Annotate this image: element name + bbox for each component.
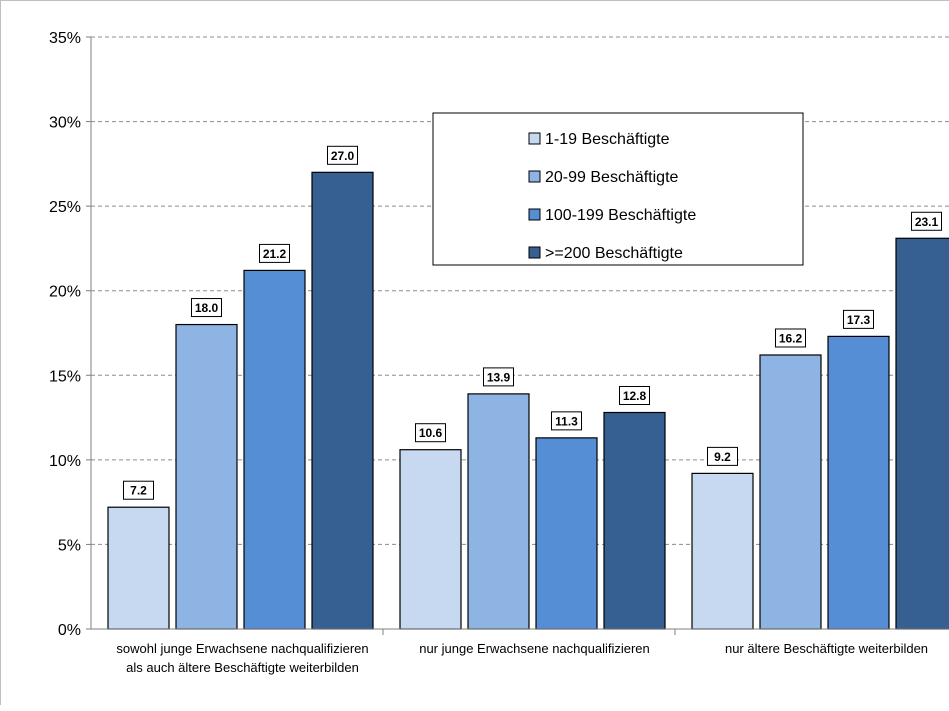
legend-swatch	[528, 170, 541, 183]
legend-box	[432, 112, 804, 266]
data-label-box	[415, 423, 446, 443]
legend-label: >=200 Beschäftigte	[545, 245, 683, 262]
bar	[603, 411, 666, 630]
y-tick-label: 5%	[58, 537, 81, 554]
bar	[467, 393, 530, 630]
data-label: 13.9	[487, 370, 511, 384]
y-tick-label: 20%	[49, 284, 81, 301]
y-tick-label: 25%	[49, 199, 81, 216]
data-label-box	[911, 211, 942, 231]
data-label-box	[483, 367, 514, 387]
legend-label: 100-199 Beschäftigte	[545, 207, 696, 224]
legend-label: 20-99 Beschäftigte	[545, 169, 679, 186]
data-label: 17.3	[847, 313, 871, 327]
bar	[691, 472, 754, 630]
data-label: 23.1	[915, 215, 939, 229]
bar	[827, 335, 890, 630]
data-label-box	[327, 145, 358, 165]
x-category-label: als auch ältere Beschäftigte weiterbilde…	[126, 660, 359, 675]
y-tick-label: 35%	[49, 30, 81, 47]
data-label-box	[123, 480, 154, 500]
data-label-box	[551, 411, 582, 431]
data-label-box	[259, 243, 290, 263]
bar	[311, 171, 374, 630]
legend-swatch	[528, 246, 541, 259]
x-category-label: sowohl junge Erwachsene nachqualifiziere…	[116, 641, 368, 656]
bar	[107, 506, 170, 630]
legend-label: 1-19 Beschäftigte	[545, 131, 670, 148]
data-label-box	[619, 385, 650, 405]
bar	[535, 437, 598, 630]
data-label-box	[775, 328, 806, 348]
axes: 0% 5% 10% 15% 20% 25% 30% 35% sowohl junge Erwac…	[49, 30, 949, 675]
data-label-box	[843, 309, 874, 329]
y-tick-label: 10%	[49, 453, 81, 470]
data-label: 9.2	[714, 450, 731, 464]
legend: 1-19 Beschäftigte 20-99 Beschäftigte 100-1…	[432, 112, 804, 266]
bar	[399, 449, 462, 630]
data-label: 18.0	[195, 301, 219, 315]
y-tick-label: 30%	[49, 115, 81, 132]
data-label: 16.2	[779, 331, 803, 345]
legend-swatch	[528, 132, 541, 145]
legend-swatch	[528, 208, 541, 221]
data-label-box	[191, 298, 222, 318]
y-tick-label: 0%	[58, 622, 81, 639]
data-label: 7.2	[130, 484, 147, 498]
data-label: 10.6	[419, 426, 443, 440]
bar	[175, 323, 238, 630]
data-labels: 7.2 18.0 21.2 27.0 10.6 13.9 11.3 12.8 9.2 16.2 17…	[123, 145, 942, 500]
data-label: 21.2	[263, 247, 287, 261]
data-label-box	[707, 446, 738, 466]
data-label: 11.3	[555, 414, 578, 428]
bars	[107, 171, 949, 630]
bar	[243, 269, 306, 630]
data-label: 27.0	[331, 149, 355, 163]
x-category-label: nur junge Erwachsene nachqualifizieren	[419, 641, 650, 656]
y-tick-label: 15%	[49, 368, 81, 385]
data-label: 12.8	[623, 389, 647, 403]
x-category-label: nur ältere Beschäftigte weiterbilden	[725, 641, 928, 656]
bar	[759, 354, 822, 630]
bar	[895, 237, 949, 630]
